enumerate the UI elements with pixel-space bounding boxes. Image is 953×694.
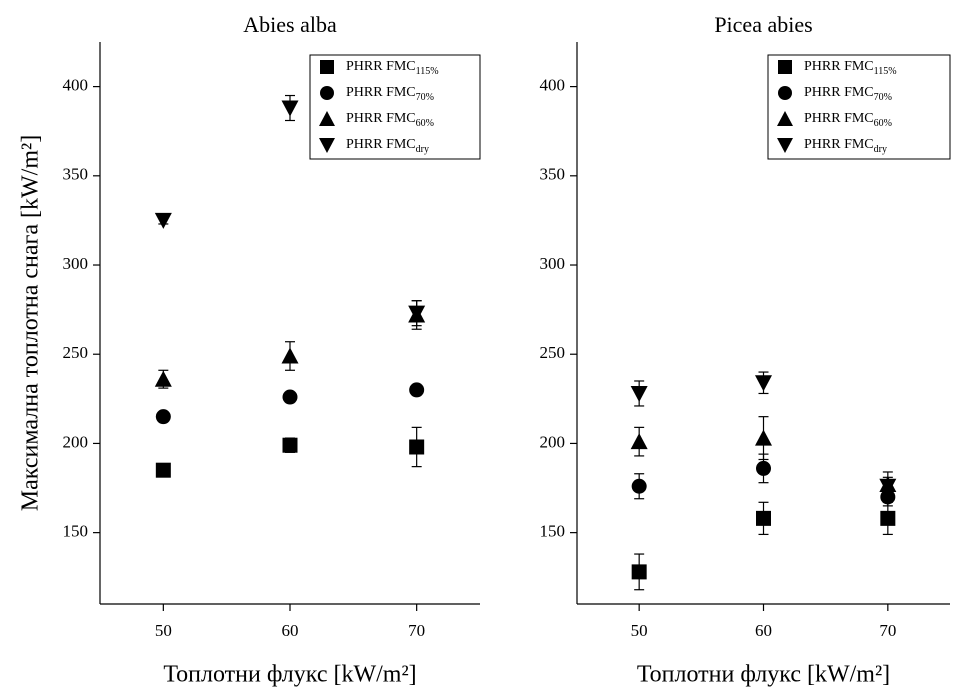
y-tick-label: 200: [63, 432, 89, 451]
x-axis-label: Топлотни флукс [kW/m²]: [163, 662, 416, 688]
chart-title: Abies alba: [243, 12, 337, 37]
point: [880, 510, 896, 526]
legend-label: PHRR FMC60%: [804, 111, 892, 129]
point: [756, 510, 771, 526]
legend-label: PHRR FMC60%: [346, 111, 434, 129]
point: [756, 460, 771, 476]
legend-marker: [319, 138, 335, 153]
x-tick-label: 70: [408, 621, 425, 640]
legend-label: PHRR FMCdry: [804, 137, 887, 155]
legend-label: PHRR FMC70%: [346, 85, 434, 103]
point: [281, 100, 299, 117]
legend-label: PHRR FMCdry: [346, 137, 429, 155]
point: [282, 437, 298, 453]
point: [408, 305, 426, 322]
y-tick-label: 350: [540, 165, 566, 184]
legend-subscript: 70%: [416, 92, 434, 103]
x-tick-label: 50: [631, 621, 648, 640]
y-tick-label: 350: [63, 165, 89, 184]
legend-name: PHRR FMC: [346, 137, 416, 152]
y-tick-label: 400: [63, 76, 89, 95]
legend-subscript: 60%: [874, 118, 892, 129]
chart-title: Picea abies: [714, 12, 812, 37]
point: [281, 347, 299, 364]
legend-marker: [320, 60, 334, 74]
point: [631, 478, 647, 494]
legend-name: PHRR FMC: [346, 59, 416, 74]
point: [154, 212, 172, 229]
y-tick-label: 300: [63, 254, 89, 273]
y-tick-label: 250: [63, 343, 89, 362]
y-tick-label: 250: [540, 343, 566, 362]
y-axis-label: Максимална топлотна снага [kW/m²]: [18, 135, 44, 511]
legend-label: PHRR FMC115%: [804, 59, 897, 77]
legend-box: [309, 54, 481, 160]
legend-subscript: dry: [416, 144, 429, 155]
point: [879, 478, 897, 495]
y-tick-label: 300: [540, 254, 566, 273]
y-tick-label: 200: [540, 432, 566, 451]
legend-name: PHRR FMC: [804, 59, 874, 74]
legend-marker: [777, 138, 793, 153]
legend-subscript: dry: [874, 144, 887, 155]
legend-marker: [778, 60, 792, 74]
point: [409, 439, 425, 455]
point: [631, 564, 647, 580]
legend-subscript: 115%: [416, 66, 439, 77]
legend-marker: [320, 86, 334, 100]
legend-box: [767, 54, 951, 160]
x-tick-label: 60: [282, 621, 299, 640]
x-tick-label: 70: [879, 621, 896, 640]
x-tick-label: 50: [155, 621, 172, 640]
y-tick-label: 150: [540, 522, 566, 541]
legend-name: PHRR FMC: [346, 85, 416, 100]
legend-subscript: 115%: [874, 66, 897, 77]
y-tick-label: 400: [540, 76, 566, 95]
legend-label: PHRR FMC70%: [804, 85, 892, 103]
point: [630, 385, 648, 402]
legend-subscript: 70%: [874, 92, 892, 103]
point: [282, 389, 298, 405]
legend-marker: [319, 111, 335, 126]
point: [755, 429, 772, 446]
legend-subscript: 60%: [416, 118, 434, 129]
point: [155, 462, 171, 478]
legend-name: PHRR FMC: [804, 85, 874, 100]
point: [409, 382, 425, 398]
point: [155, 409, 171, 425]
legend-marker: [778, 86, 792, 100]
y-tick-label: 150: [63, 522, 89, 541]
legend-label: PHRR FMC115%: [346, 59, 439, 77]
point: [755, 375, 772, 392]
point: [630, 433, 648, 450]
x-tick-label: 60: [755, 621, 772, 640]
legend-marker: [777, 111, 793, 126]
legend-name: PHRR FMC: [804, 137, 874, 152]
legend-name: PHRR FMC: [346, 111, 416, 126]
legend-name: PHRR FMC: [804, 111, 874, 126]
x-axis-label: Топлотни флукс [kW/m²]: [637, 662, 890, 688]
point: [154, 370, 172, 387]
